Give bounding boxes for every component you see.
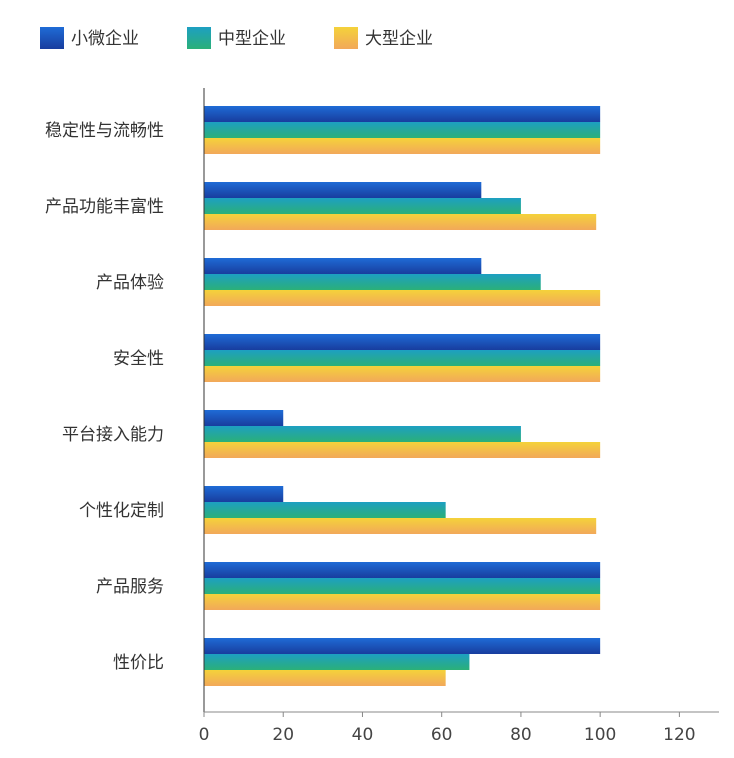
x-tick-label: 20 [272,725,294,745]
chart-legend: 小微企业 中型企业 大型企业 [40,27,433,49]
bar-4-series-1 [204,334,601,350]
bar-3-series-1 [204,258,482,274]
bar-3-series-2 [204,274,541,290]
bar-5-series-3 [204,442,601,458]
category-label: 产品服务 [96,577,164,597]
bar-4-series-2 [204,350,601,366]
bar-7-series-1 [204,562,601,578]
x-tick-label: 60 [431,725,453,745]
bar-8-series-1 [204,638,601,654]
bar-1-series-2 [204,122,601,138]
legend-label-1[interactable]: 小微企业 [71,29,139,49]
x-tick-label: 100 [584,725,616,745]
category-label: 个性化定制 [79,501,164,521]
category-label: 产品功能丰富性 [45,197,164,217]
legend-label-3[interactable]: 大型企业 [365,29,433,49]
category-label: 稳定性与流畅性 [45,121,164,141]
bar-6-series-1 [204,486,284,502]
bar-7-series-3 [204,594,601,610]
bar-6-series-2 [204,502,446,518]
bar-1-series-1 [204,106,601,122]
bar-7-series-2 [204,578,601,594]
legend-swatch-3[interactable] [334,27,358,49]
legend-swatch-1[interactable] [40,27,64,49]
category-label: 产品体验 [96,273,164,293]
bar-3-series-3 [204,290,601,306]
legend-swatch-2[interactable] [187,27,211,49]
legend-label-2[interactable]: 中型企业 [218,29,286,49]
bars-layer [204,106,601,686]
bar-4-series-3 [204,366,601,382]
bar-5-series-2 [204,426,521,442]
bar-1-series-3 [204,138,601,154]
bar-8-series-3 [204,670,446,686]
x-tick-label: 0 [199,725,210,745]
x-tick-label: 80 [510,725,532,745]
x-tick-label: 40 [352,725,374,745]
category-label: 性价比 [113,653,164,673]
bar-2-series-2 [204,198,521,214]
bar-8-series-2 [204,654,470,670]
category-label: 平台接入能力 [62,425,164,445]
category-label: 安全性 [113,349,164,369]
bar-2-series-1 [204,182,482,198]
bar-2-series-3 [204,214,597,230]
x-tick-label: 120 [663,725,695,745]
bar-6-series-3 [204,518,597,534]
bar-5-series-1 [204,410,284,426]
